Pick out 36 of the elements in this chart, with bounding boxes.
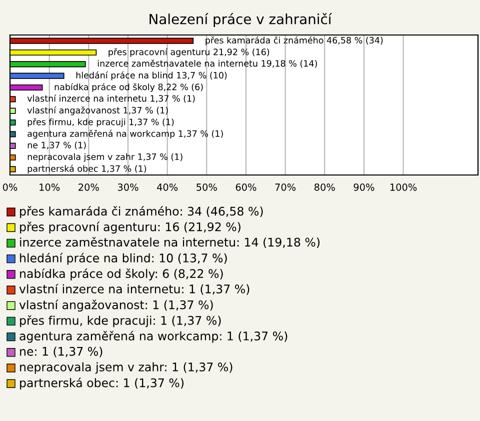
x-tick-label: 10%	[40, 184, 60, 191]
category-label: vlastní angažovanost 1,37 % (1)	[27, 106, 168, 116]
text: nabídka práce od školy: 6 (8,22 %)	[20, 268, 223, 280]
category-label: přes firmu, kde pracuji 1,37 % (1)	[28, 118, 174, 127]
category-label: inzerce zaměstnavatele na internetu 19,18 % (14)	[98, 60, 317, 68]
x-tick-label: 80%	[314, 184, 335, 191]
x-tick-label: 100%	[390, 184, 417, 191]
text: vlastní angažovanost: 1 (1,37 %)	[19, 300, 213, 312]
text: nepracovala jsem v zahr: 1 (1,37 %)	[20, 362, 232, 374]
x-tick-label: 30%	[118, 184, 138, 191]
category-label: nepracovala jsem v zahr 1,37 % (1)	[28, 153, 182, 162]
category-label: agentura zaměřená na workcamp 1,37 % (1)	[28, 130, 223, 139]
text: přes firmu, kde pracuji: 1 (1,37 %)	[20, 315, 221, 328]
text: agentura zaměřená na workcamp: 1 (1,37 %)	[20, 330, 288, 343]
category-label: přes pracovní agenturu 21,92 % (16)	[108, 48, 270, 57]
text: inzerce zaměstnavatele na internetu: 14 (19,18 %)	[20, 237, 320, 248]
chart-title: Nalezení práce v zahraničí	[150, 13, 332, 27]
text: hledání práce na blind: 10 (13,7 %)	[20, 252, 227, 265]
text: partnerská obec: 1 (1,37 %)	[20, 378, 184, 390]
category-label: partnerská obec 1,37 % (1)	[28, 164, 146, 174]
category-label: vlastní inzerce na internetu 1,37 % (1)	[27, 94, 195, 103]
x-tick-label: 60%	[236, 184, 256, 191]
text: vlastní inzerce na internetu: 1 (1,37 %)	[19, 284, 250, 295]
x-tick-label: 90%	[354, 184, 374, 191]
x-tick-label: 70%	[275, 184, 296, 191]
text: přes pracovní agenturu: 16 (21,92 %)	[20, 222, 240, 234]
text: přes kamaráda či známého: 34 (46,58 %)	[20, 206, 263, 218]
category-label: hledání práce na blind 13,7 % (10)	[76, 71, 227, 80]
x-tick-label: 20%	[78, 184, 99, 191]
category-label: přes kamaráda či známého 46,58 % (34)	[206, 36, 383, 46]
category-label: ne 1,37 % (1)	[28, 142, 86, 150]
x-tick-label: 0%	[2, 184, 18, 191]
x-tick-label: 40%	[156, 184, 178, 191]
text: ne: 1 (1,37 %)	[20, 346, 102, 358]
category-label: nabídka práce od školy 8,22 % (6)	[54, 83, 203, 92]
x-tick-label: 50%	[196, 184, 217, 191]
